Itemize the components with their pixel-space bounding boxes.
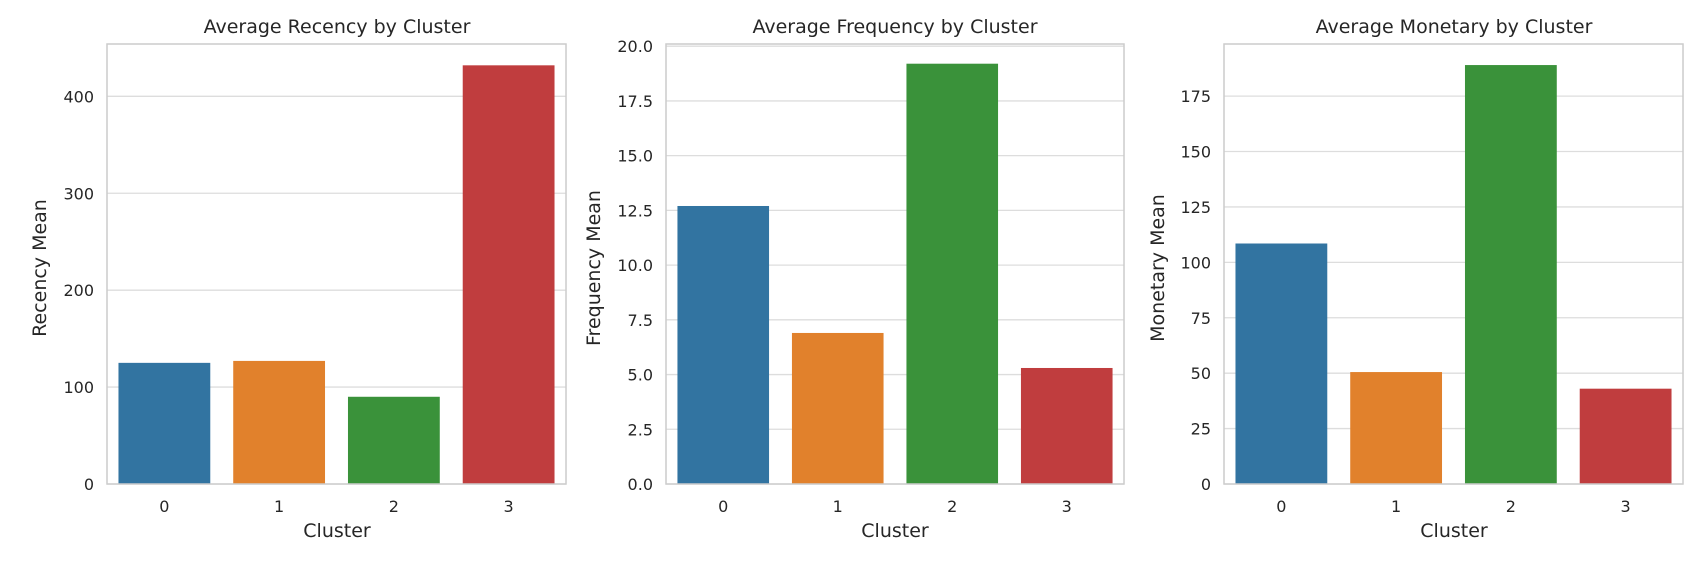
chart-monetary: Average Monetary by Cluster 025507510012… bbox=[1147, 16, 1684, 542]
y-tick-label: 25 bbox=[1191, 420, 1211, 439]
x-tick-label: 1 bbox=[1391, 497, 1401, 516]
bar-cluster-3 bbox=[1020, 367, 1113, 484]
chart-frequency: Average Frequency by Cluster 0.0 2.5 5.0 7.… bbox=[583, 16, 1125, 542]
y-tick-label: 0 bbox=[84, 475, 94, 494]
bar-cluster-0 bbox=[677, 205, 770, 484]
bar-cluster-0 bbox=[1235, 243, 1328, 484]
x-tick-label: 0 bbox=[159, 497, 169, 516]
y-tick-label: 0.0 bbox=[628, 475, 653, 494]
bar-cluster-0 bbox=[118, 362, 211, 484]
plot-frame bbox=[106, 43, 567, 485]
y-tick-label: 50 bbox=[1191, 364, 1211, 383]
plot-area: 0.0 2.5 5.0 7.5 10.0 12.5 15.0 17.5 20.0 0 1 2 3 bbox=[617, 37, 1125, 516]
bar-cluster-2 bbox=[906, 63, 999, 485]
bar-cluster-1 bbox=[233, 360, 326, 484]
x-axis-label: Cluster bbox=[303, 520, 371, 542]
bar-cluster-1 bbox=[1350, 372, 1443, 484]
y-tick-label: 0 bbox=[1201, 475, 1211, 494]
y-tick-label: 150 bbox=[1180, 143, 1211, 162]
y-tick-label: 17.5 bbox=[617, 92, 653, 111]
y-tick-label: 5.0 bbox=[628, 366, 653, 385]
y-tick-label: 75 bbox=[1191, 309, 1211, 328]
chart-title: Average Recency by Cluster bbox=[204, 16, 471, 38]
y-tick-label: 100 bbox=[63, 378, 94, 397]
y-tick-label: 10.0 bbox=[617, 256, 653, 275]
chart-title: Average Monetary by Cluster bbox=[1316, 16, 1593, 38]
x-tick-label: 3 bbox=[1062, 497, 1072, 516]
y-tick-label: 2.5 bbox=[628, 420, 653, 439]
y-tick-label: 20.0 bbox=[617, 37, 653, 56]
y-tick-label: 200 bbox=[63, 281, 94, 300]
plot-frame bbox=[1223, 43, 1684, 485]
y-axis-label: Recency Mean bbox=[29, 199, 51, 337]
chart-title: Average Frequency by Cluster bbox=[752, 16, 1037, 38]
y-tick-label: 100 bbox=[1180, 253, 1211, 272]
x-tick-label: 1 bbox=[274, 497, 284, 516]
y-tick-label: 15.0 bbox=[617, 147, 653, 166]
x-tick-label: 2 bbox=[389, 497, 399, 516]
bar-cluster-2 bbox=[347, 396, 440, 484]
y-tick-label: 125 bbox=[1180, 198, 1211, 217]
plot-area: 0 25 50 75 100 125 150 175 0 1 2 3 bbox=[1180, 43, 1684, 516]
x-axis-label: Cluster bbox=[861, 520, 929, 542]
y-tick-label: 300 bbox=[63, 184, 94, 203]
x-tick-label: 0 bbox=[1276, 497, 1286, 516]
chart-recency: Average Recency by Cluster 0 100 200 300 400… bbox=[29, 16, 567, 542]
x-tick-label: 3 bbox=[1621, 497, 1631, 516]
y-tick-label: 12.5 bbox=[617, 201, 653, 220]
y-tick-label: 175 bbox=[1180, 87, 1211, 106]
bar-cluster-3 bbox=[1579, 388, 1672, 484]
bar-cluster-1 bbox=[791, 332, 884, 484]
plot-area: 0 100 200 300 400 0 1 2 3 bbox=[63, 43, 567, 516]
x-tick-label: 1 bbox=[833, 497, 843, 516]
x-axis-label: Cluster bbox=[1420, 520, 1488, 542]
x-tick-label: 3 bbox=[504, 497, 514, 516]
x-tick-label: 2 bbox=[1506, 497, 1516, 516]
plot-frame bbox=[665, 43, 1125, 485]
y-tick-label: 7.5 bbox=[628, 311, 653, 330]
x-tick-label: 0 bbox=[718, 497, 728, 516]
x-tick-label: 2 bbox=[947, 497, 957, 516]
bar-cluster-2 bbox=[1464, 65, 1557, 485]
bar-cluster-3 bbox=[462, 65, 555, 484]
y-axis-label: Monetary Mean bbox=[1147, 194, 1169, 342]
y-axis-label: Frequency Mean bbox=[583, 190, 605, 346]
y-tick-label: 400 bbox=[63, 87, 94, 106]
